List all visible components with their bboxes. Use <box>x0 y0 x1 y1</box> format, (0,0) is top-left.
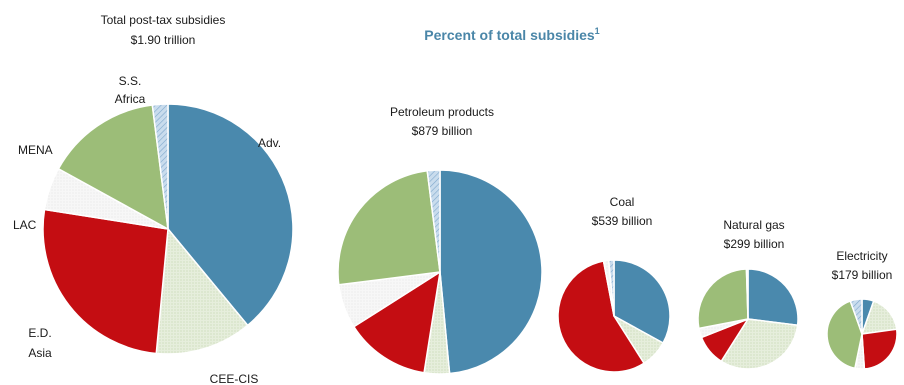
slice-label-adv: Adv. <box>258 136 281 150</box>
pie-slice-total-post-tax-subsidies-mena <box>57 104 169 230</box>
pie-total: Total post-tax subsidies $1.90 trillion … <box>13 13 294 385</box>
pie-natural-gas-label-line2: $299 billion <box>724 237 785 251</box>
pie-electricity: Electricity $179 billion <box>826 249 898 370</box>
pie-slice-electricity-s-s-africa <box>849 298 863 335</box>
slice-label-cee-cis: CEE-CIS <box>210 372 259 385</box>
pie-slice-petroleum-products-e-d-asia <box>353 271 441 374</box>
pie-petroleum: Petroleum products $879 billion <box>337 105 543 375</box>
chart-title: Percent of total subsidies1 <box>424 26 599 43</box>
pie-coal-label-line1: Coal <box>610 195 635 209</box>
pie-slice-petroleum-products-mena <box>337 170 441 286</box>
pie-coal-label-line2: $539 billion <box>592 214 653 228</box>
pie-petroleum-slices <box>337 169 543 375</box>
pie-electricity-label-line2: $179 billion <box>832 268 893 282</box>
pie-slice-natural-gas-mena <box>697 268 749 330</box>
slice-label-ss-africa-1: S.S. <box>119 74 142 88</box>
slice-label-lac: LAC <box>13 218 37 232</box>
slice-label-ed-asia-1: E.D. <box>28 326 51 340</box>
pie-electricity-label-line1: Electricity <box>836 249 887 263</box>
pie-slice-total-post-tax-subsidies-adv <box>167 103 294 327</box>
pie-natural-gas: Natural gas $299 billion <box>697 218 799 370</box>
pie-slice-coal-e-d-asia <box>557 260 645 373</box>
pie-slice-coal-s-s-africa <box>607 259 615 317</box>
pie-coal: Coal $539 billion <box>557 195 671 373</box>
pie-slice-total-post-tax-subsidies-cee-cis <box>155 228 249 355</box>
pie-petroleum-label-line1: Petroleum products <box>390 105 494 119</box>
pie-slice-petroleum-products-s-s-africa <box>426 169 441 273</box>
pie-petroleum-label-line2: $879 billion <box>412 124 473 138</box>
pie-total-slices <box>42 103 294 355</box>
pie-coal-slices <box>557 259 671 373</box>
pie-total-label-line2: $1.90 trillion <box>131 33 196 47</box>
pie-natural-gas-slices <box>697 268 799 370</box>
pie-electricity-slices <box>826 298 898 370</box>
slice-label-mena: MENA <box>18 143 53 157</box>
pie-slice-petroleum-products-adv <box>439 169 543 375</box>
pie-slice-coal-adv <box>613 259 671 344</box>
pie-total-label-line1: Total post-tax subsidies <box>101 13 226 27</box>
slice-label-ed-asia-2: Asia <box>28 346 52 360</box>
pie-slice-electricity-e-d-asia <box>861 328 898 370</box>
pie-slice-natural-gas-adv <box>747 268 799 327</box>
pie-slice-total-post-tax-subsidies-e-d-asia <box>42 208 169 355</box>
pie-natural-gas-label-line1: Natural gas <box>723 218 784 232</box>
pie-slice-natural-gas-s-s-africa <box>745 268 749 320</box>
slice-label-ss-africa-2: Africa <box>115 92 146 106</box>
pie-slice-total-post-tax-subsidies-s-s-africa <box>151 103 169 230</box>
pie-slice-electricity-mena <box>826 300 863 370</box>
